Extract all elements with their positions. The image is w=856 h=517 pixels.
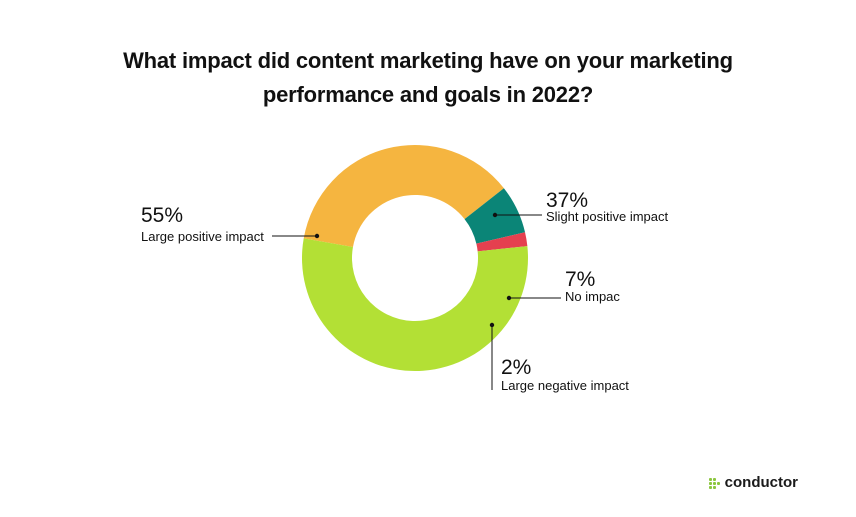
slice-large-positive-impact xyxy=(302,238,528,371)
slice-value-label: 55% xyxy=(141,204,183,227)
leader-dot xyxy=(314,233,320,239)
slice-category-label: Large negative impact xyxy=(501,378,629,393)
slice-large-negative-impact xyxy=(476,232,528,252)
chart-title-line-1: What impact did content marketing have o… xyxy=(123,48,733,73)
slice-value-label: 7% xyxy=(565,268,595,291)
donut-slices xyxy=(302,145,528,371)
conductor-logo: conductor xyxy=(708,474,798,491)
slice-value-label: 37% xyxy=(546,189,588,212)
leader-dot xyxy=(492,212,498,218)
slice-category-label: Large positive impact xyxy=(141,229,264,244)
conductor-logo-icon xyxy=(708,477,721,489)
slice-value-label: 2% xyxy=(501,356,531,379)
slice-slight-positive-impact xyxy=(303,145,504,248)
chart-title-line-2: performance and goals in 2022? xyxy=(262,82,594,107)
slice-category-label: Slight positive impact xyxy=(546,209,668,224)
conductor-logo-text: conductor xyxy=(724,474,798,491)
leader-dot xyxy=(506,295,512,301)
slice-category-label: No impac xyxy=(565,289,620,304)
leader-dot xyxy=(489,322,495,328)
chart-title: What impact did content marketing have o… xyxy=(0,44,856,112)
